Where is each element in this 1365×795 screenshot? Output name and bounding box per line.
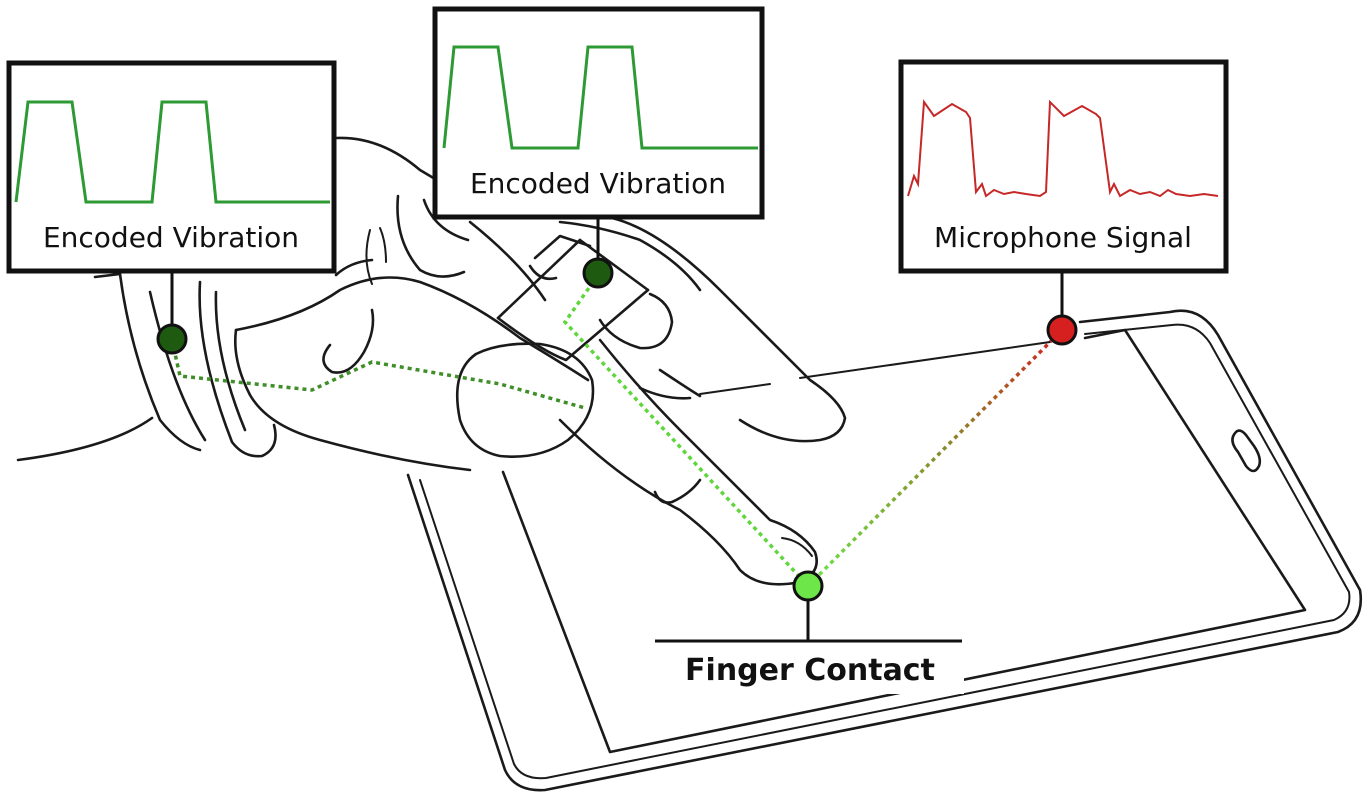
vibration-box-center: Encoded Vibration	[432, 6, 765, 220]
wrist-band-node	[156, 323, 188, 355]
vibration-label-center: Encoded Vibration	[470, 167, 726, 200]
microphone-node	[1046, 314, 1078, 346]
contact-to-microphone-path	[806, 328, 1064, 588]
leader-lines	[170, 218, 1064, 643]
hand-icon	[16, 136, 847, 586]
microphone-label: Microphone Signal	[934, 221, 1192, 254]
touch-contact-node	[792, 570, 824, 602]
vibration-label-left: Encoded Vibration	[43, 221, 299, 254]
ring-sensor-node	[582, 257, 614, 289]
tablet-icon	[406, 309, 1363, 792]
finger-contact-label: Finger Contact	[685, 653, 935, 688]
finger-contact-label-bg	[680, 646, 964, 694]
vibration-box-left: Encoded Vibration	[6, 60, 337, 274]
vibration-waveform-left	[14, 100, 330, 204]
signal-paths	[170, 273, 1064, 588]
vibration-waveform-center	[442, 45, 758, 150]
wrist-to-thumb-path	[170, 339, 586, 410]
microphone-box: Microphone Signal	[898, 59, 1229, 274]
ring-to-contact-path	[562, 273, 810, 588]
microphone-waveform	[907, 99, 1219, 198]
